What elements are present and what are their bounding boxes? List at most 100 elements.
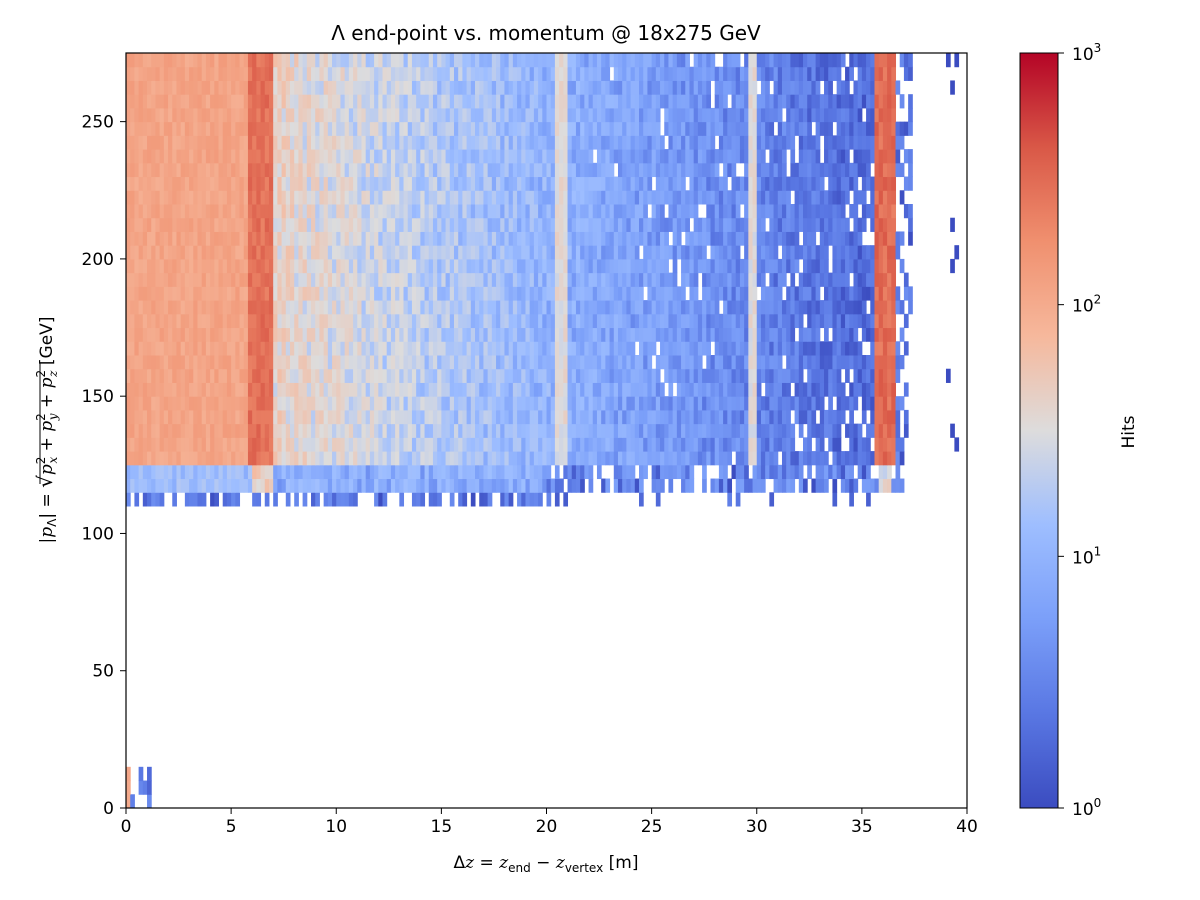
heatmap-cell (676, 162, 682, 178)
heatmap-cell (458, 204, 463, 219)
heatmap-cell (184, 217, 190, 232)
heatmap-cell (689, 313, 695, 329)
heatmap-cell (546, 149, 552, 164)
heatmap-cell (521, 341, 526, 356)
heatmap-cell (584, 300, 590, 315)
heatmap-cell (428, 245, 434, 260)
heatmap-cell (685, 396, 690, 411)
heatmap-cell (256, 231, 262, 246)
heatmap-cell (424, 258, 430, 274)
heatmap-cell (887, 368, 892, 383)
heatmap-cell (609, 313, 615, 329)
heatmap-cell (437, 355, 442, 370)
heatmap-cell (697, 245, 703, 260)
heatmap-cell (395, 341, 400, 356)
heatmap-cell (718, 121, 724, 136)
heatmap-cell (126, 300, 131, 315)
heatmap-cell (130, 478, 135, 493)
heatmap-cell (441, 382, 447, 397)
heatmap-cell (777, 423, 783, 438)
heatmap-cell (634, 423, 640, 438)
heatmap-cell (744, 313, 749, 329)
heatmap-cell (273, 368, 278, 383)
heatmap-cell (214, 217, 220, 232)
heatmap-cell (218, 190, 224, 205)
heatmap-cell (247, 478, 253, 493)
heatmap-cell (243, 409, 249, 425)
heatmap-cell (365, 272, 371, 287)
heatmap-cell (491, 368, 497, 383)
heatmap-cell (336, 204, 341, 219)
heatmap-cell (172, 478, 177, 493)
heatmap-cell (327, 121, 333, 136)
heatmap-cell (672, 204, 678, 219)
heatmap-cell (853, 258, 859, 274)
heatmap-cell (222, 231, 228, 246)
heatmap-cell (260, 396, 266, 411)
heatmap-cell (525, 149, 531, 164)
heatmap-cell (693, 409, 699, 425)
heatmap-cell (285, 245, 291, 260)
heatmap-cell (458, 217, 463, 232)
heatmap-cell (735, 492, 741, 507)
heatmap-cell (655, 368, 661, 383)
heatmap-cell (563, 368, 569, 383)
heatmap-cell (403, 409, 409, 425)
heatmap-cell (361, 437, 367, 452)
heatmap-cell (512, 217, 518, 232)
heatmap-cell (878, 272, 884, 287)
heatmap-cell (580, 437, 585, 452)
heatmap-cell (857, 423, 863, 438)
heatmap-cell (130, 107, 135, 123)
heatmap-cell (340, 478, 346, 493)
heatmap-cell (887, 286, 892, 301)
heatmap-cell (353, 327, 358, 342)
heatmap-cell (361, 162, 367, 178)
heatmap-cell (845, 121, 850, 136)
heatmap-cell (273, 231, 278, 246)
heatmap-cell (437, 396, 442, 411)
heatmap-cell (693, 135, 699, 150)
heatmap-cell (163, 258, 169, 274)
heatmap-cell (819, 341, 825, 356)
heatmap-cell (205, 341, 211, 356)
heatmap-cell (845, 149, 850, 164)
heatmap-cell (609, 149, 615, 164)
heatmap-cell (786, 355, 791, 370)
heatmap-cell (651, 368, 657, 383)
heatmap-cell (874, 368, 880, 383)
heatmap-cell (281, 162, 287, 178)
heatmap-cell (268, 478, 274, 493)
heatmap-cell (769, 409, 775, 425)
heatmap-cell (765, 382, 770, 397)
heatmap-cell (643, 231, 648, 246)
heatmap-cell (702, 382, 707, 397)
heatmap-cell (142, 341, 148, 356)
heatmap-cell (483, 286, 489, 301)
heatmap-cell (260, 368, 266, 383)
heatmap-cell (281, 149, 287, 164)
heatmap-cell (609, 245, 615, 260)
heatmap-cell (634, 478, 640, 493)
heatmap-cell (340, 368, 346, 383)
heatmap-cell (336, 286, 341, 301)
heatmap-cell (176, 451, 182, 466)
heatmap-cell (264, 300, 270, 315)
heatmap-cell (512, 327, 518, 342)
heatmap-cell (617, 231, 623, 246)
heatmap-cell (264, 423, 270, 438)
heatmap-cell (235, 300, 241, 315)
heatmap-cell (596, 355, 602, 370)
heatmap-cell (655, 135, 661, 150)
heatmap-cell (205, 368, 211, 383)
heatmap-cell (752, 204, 758, 219)
heatmap-cell (411, 190, 417, 205)
heatmap-cell (315, 396, 320, 411)
heatmap-cell (319, 190, 325, 205)
heatmap-cell (184, 121, 190, 136)
heatmap-cell (903, 423, 909, 438)
heatmap-cell (554, 149, 560, 164)
heatmap-cell (163, 135, 169, 150)
heatmap-cell (315, 451, 320, 466)
heatmap-cell (819, 451, 825, 466)
